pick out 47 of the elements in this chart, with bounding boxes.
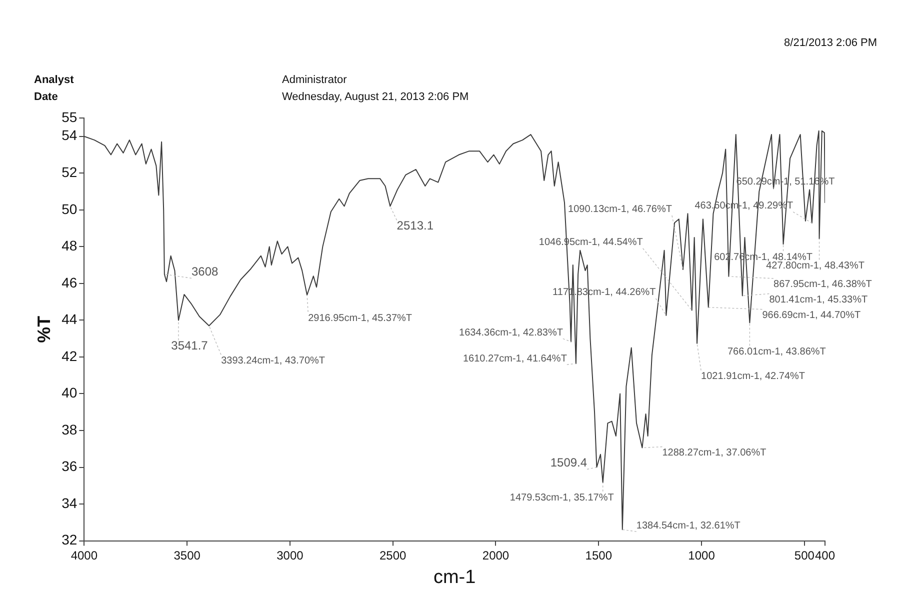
y-tick-label: 40	[62, 384, 78, 401]
text: Analyst	[34, 74, 74, 86]
annotation: 1634.36cm-1, 42.83%T	[459, 327, 563, 338]
y-tick-label: 36	[62, 458, 78, 474]
y-tick-label: 44	[62, 311, 78, 328]
annotation: 766.01cm-1, 43.86%T	[727, 346, 826, 358]
annotation: 427.80cm-1, 48.43%T	[766, 260, 864, 272]
y-tick-label: 55	[62, 108, 78, 125]
x-tick-label: 4000	[70, 548, 98, 562]
y-tick-label: 42	[62, 348, 78, 364]
y-tick-label: 50	[62, 200, 78, 217]
annotation: 801.41cm-1, 45.33%T	[769, 294, 868, 306]
y-tick-label: 46	[62, 274, 78, 290]
x-tick-label: 1500	[585, 548, 612, 562]
text: Wednesday, August 21, 2013 2:06 PM	[282, 91, 469, 103]
text: 8/21/2013 2:06 PM	[784, 37, 877, 49]
annotation: 3541.7	[171, 338, 208, 353]
x-axis-title: cm-1	[433, 566, 476, 588]
annotation: 1384.54cm-1, 32.61%T	[636, 520, 740, 532]
y-tick-label: 52	[62, 164, 78, 180]
text: Date	[34, 91, 58, 103]
x-tick-label: 500	[794, 548, 815, 562]
x-tick-label: 2000	[482, 548, 510, 562]
annotation: 966.69cm-1, 44.70%T	[762, 310, 861, 322]
annotation: 1479.53cm-1, 35.17%T	[510, 492, 614, 504]
x-tick-label: 1000	[688, 548, 716, 562]
x-tick-label: 400	[814, 548, 836, 562]
annotation: 1610.27cm-1, 41.64%T	[462, 353, 567, 364]
annotation: 1021.91cm-1, 42.74%T	[701, 371, 805, 382]
text: Administrator	[282, 74, 347, 86]
y-tick-label: 32	[62, 532, 78, 548]
x-tick-label: 3000	[276, 548, 304, 562]
annotation: 867.95cm-1, 46.38%T	[774, 279, 872, 290]
annotation: 2916.95cm-1, 45.37%T	[308, 312, 412, 324]
annotation: 1288.27cm-1, 37.06%T	[662, 448, 766, 459]
x-tick-label: 2500	[380, 548, 407, 562]
annotation: 3608	[191, 264, 219, 279]
x-tick-label: 3500	[174, 548, 201, 562]
y-tick-label: 48	[62, 238, 78, 254]
y-tick-label: 54	[62, 127, 78, 144]
annotation: 3393.24cm-1, 43.70%T	[221, 355, 326, 366]
y-axis-title: %T	[34, 316, 54, 343]
y-tick-label: 38	[62, 421, 78, 438]
y-tick-label: 34	[62, 494, 78, 511]
annotation: 1509.4	[550, 456, 588, 470]
annotation: 2513.1	[396, 218, 434, 233]
annotation: 1090.13cm-1, 46.76%T	[568, 204, 672, 216]
